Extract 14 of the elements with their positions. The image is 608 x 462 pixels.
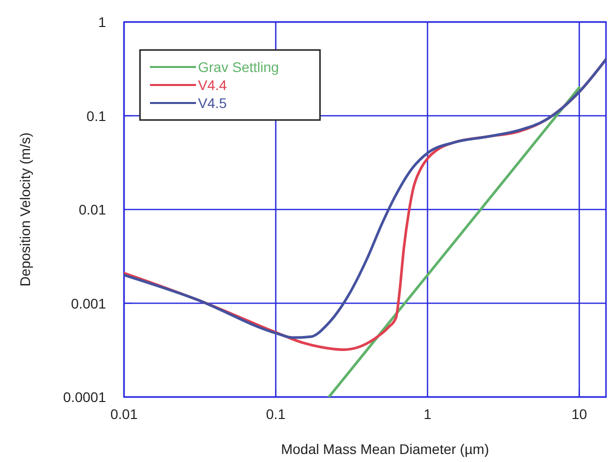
x-axis-title: Modal Mass Mean Diameter (µm) [280,441,490,457]
x-tick-label: 1 [424,406,432,422]
x-tick-label: 0.01 [110,406,138,422]
y-tick-label: 0.1 [86,108,106,124]
y-tick-label: 0.0001 [63,389,106,405]
x-tick-label: 0.1 [266,406,286,422]
legend-label: V4.4 [198,77,228,93]
y-tick-label: 0.001 [70,295,106,312]
x-tick-label: 10 [571,406,588,422]
legend-label: V4.5 [198,95,228,111]
y-tick-label: 0.01 [78,202,106,218]
legend-label: Grav Settling [198,59,279,75]
y-tick-label: 1 [98,14,106,30]
y-axis-title: Deposition Velocity (m/s) [17,132,33,287]
